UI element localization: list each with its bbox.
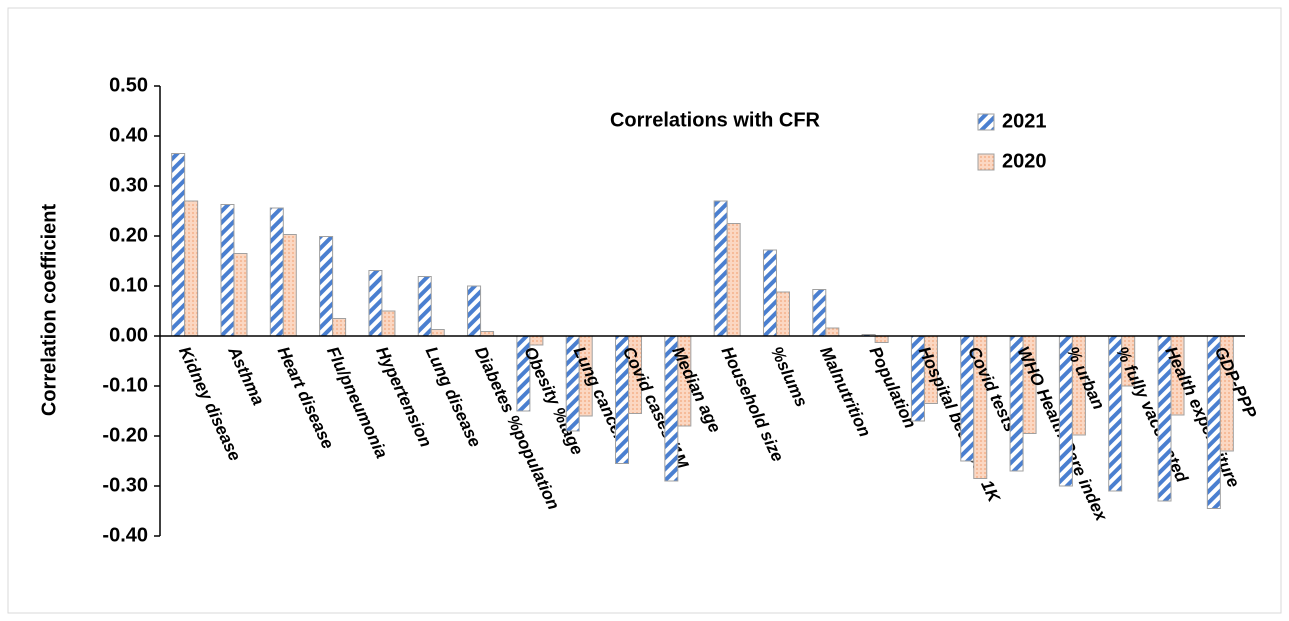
bar — [775, 291, 790, 337]
bar — [319, 236, 334, 337]
bar — [467, 285, 482, 337]
y-tick-label: -0.20 — [102, 424, 148, 446]
bar — [368, 270, 383, 337]
bar — [726, 223, 741, 337]
y-tick-label: 0.40 — [109, 124, 148, 146]
bar — [874, 335, 889, 343]
y-axis-label: Correlation coefficient — [38, 204, 60, 417]
bar — [417, 276, 432, 337]
bar — [762, 249, 777, 337]
bar — [825, 327, 840, 337]
y-tick-label: 0.00 — [109, 324, 148, 346]
bar — [812, 289, 827, 337]
bar — [282, 234, 297, 337]
y-tick-label: 0.50 — [109, 74, 148, 96]
chart-frame — [7, 7, 1282, 614]
y-tick-label: 0.10 — [109, 274, 148, 296]
chart-title: Correlations with CFR — [610, 109, 821, 131]
legend-label: 2021 — [1002, 110, 1047, 132]
bar — [269, 207, 284, 337]
bar — [184, 200, 199, 337]
y-tick-label: -0.40 — [102, 524, 148, 546]
y-tick-label: 0.30 — [109, 174, 148, 196]
bar — [332, 318, 347, 337]
legend-label: 2020 — [1002, 150, 1047, 172]
bar — [171, 153, 186, 337]
y-tick-label: -0.10 — [102, 374, 148, 396]
legend-swatch — [977, 153, 995, 171]
bar — [233, 253, 248, 337]
bar — [713, 200, 728, 337]
y-tick-label: 0.20 — [109, 224, 148, 246]
y-tick-label: -0.30 — [102, 474, 148, 496]
bar — [381, 310, 396, 337]
bar — [430, 329, 445, 337]
legend-swatch — [977, 113, 995, 131]
bar — [220, 204, 235, 337]
